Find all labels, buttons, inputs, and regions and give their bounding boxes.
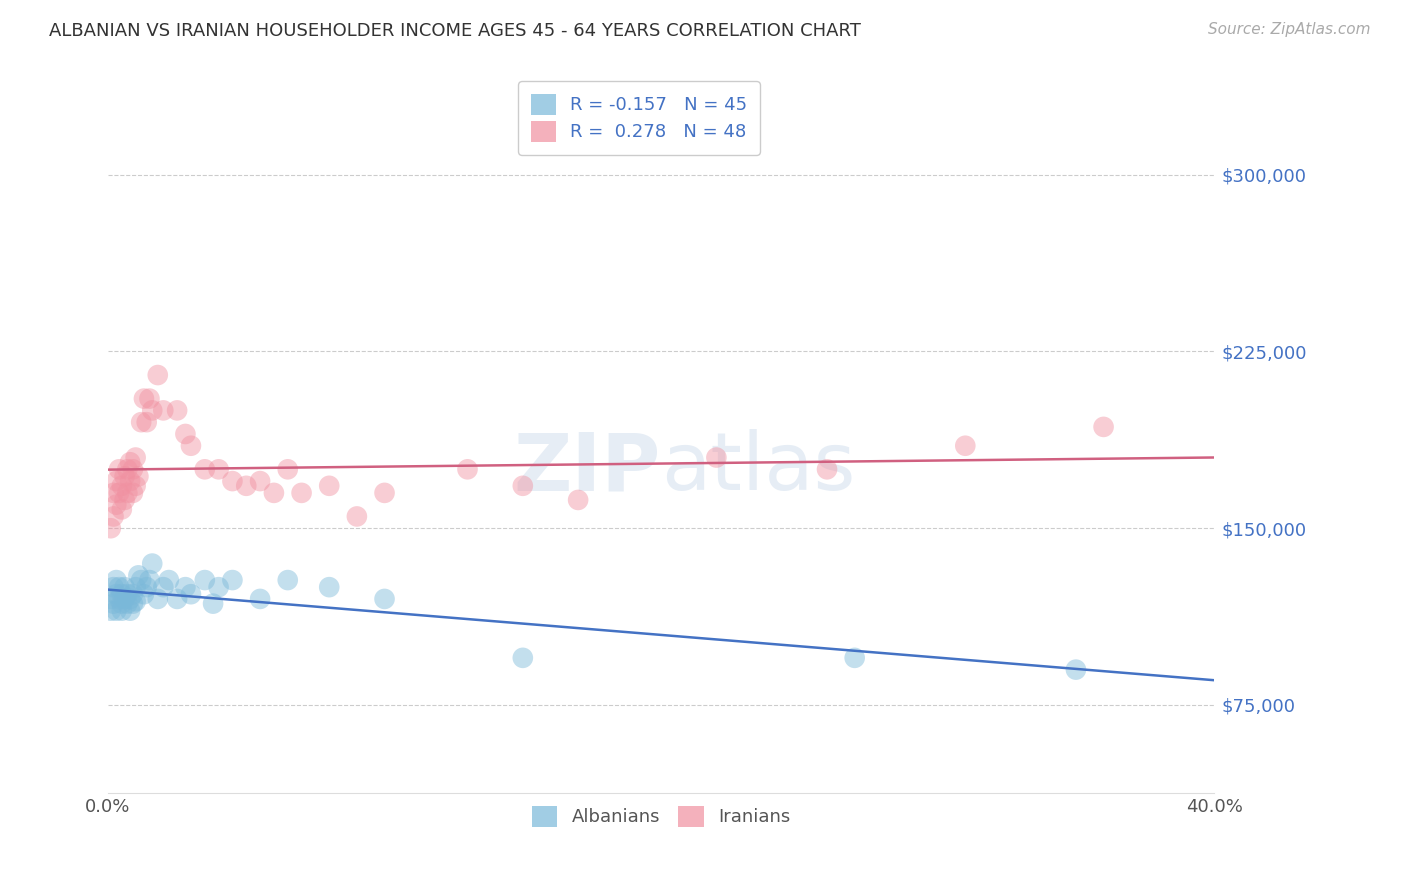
Point [108,580,131,594]
Point [111,502,134,516]
Point [108,486,131,500]
Point [138,392,160,406]
Point [194,462,217,476]
Point [174,427,197,442]
Point [114,580,136,594]
Point [105,604,128,618]
Text: ZIP: ZIP [513,429,661,508]
Point [290,486,312,500]
Point [114,492,136,507]
Point [122,486,145,500]
Point [1092,420,1115,434]
Point [129,415,152,429]
Point [373,591,395,606]
Point [202,597,225,611]
Point [100,591,122,606]
Point [111,604,134,618]
Point [138,573,160,587]
Point [373,486,395,500]
Point [103,486,125,500]
Point [117,486,139,500]
Point [221,573,243,587]
Point [174,580,197,594]
Point [346,509,368,524]
Point [277,573,299,587]
Point [122,597,145,611]
Point [117,587,139,601]
Point [111,587,134,601]
Point [105,474,128,488]
Point [166,403,188,417]
Point [207,580,229,594]
Point [111,597,134,611]
Point [117,597,139,611]
Point [105,573,128,587]
Point [120,474,142,488]
Point [141,403,163,417]
Point [207,462,229,476]
Point [166,591,188,606]
Point [146,368,169,382]
Point [567,492,589,507]
Point [146,591,169,606]
Point [129,573,152,587]
Point [249,474,271,488]
Point [122,587,145,601]
Point [114,469,136,483]
Point [512,650,534,665]
Point [120,604,142,618]
Point [157,573,180,587]
Point [249,591,271,606]
Point [141,557,163,571]
Point [135,415,157,429]
Point [127,568,149,582]
Point [457,462,479,476]
Point [111,479,134,493]
Point [124,594,146,608]
Point [132,392,155,406]
Point [105,498,128,512]
Point [103,597,125,611]
Point [124,450,146,465]
Point [135,580,157,594]
Point [815,462,838,476]
Point [180,587,202,601]
Point [100,604,122,618]
Point [132,587,155,601]
Text: ALBANIAN VS IRANIAN HOUSEHOLDER INCOME AGES 45 - 64 YEARS CORRELATION CHART: ALBANIAN VS IRANIAN HOUSEHOLDER INCOME A… [49,22,860,40]
Point [120,455,142,469]
Point [127,469,149,483]
Point [100,521,122,535]
Point [844,650,866,665]
Legend: Albanians, Iranians: Albanians, Iranians [524,798,797,834]
Point [152,403,174,417]
Point [221,474,243,488]
Point [318,479,340,493]
Point [955,439,977,453]
Point [103,580,125,594]
Point [114,591,136,606]
Point [180,439,202,453]
Point [318,580,340,594]
Text: atlas: atlas [661,429,855,508]
Point [120,591,142,606]
Point [706,450,728,465]
Point [235,479,257,493]
Point [152,580,174,594]
Point [117,462,139,476]
Point [105,587,128,601]
Point [263,486,285,500]
Point [108,591,131,606]
Point [122,462,145,476]
Point [1064,663,1087,677]
Point [277,462,299,476]
Text: Source: ZipAtlas.com: Source: ZipAtlas.com [1208,22,1371,37]
Point [512,479,534,493]
Point [194,573,217,587]
Point [124,479,146,493]
Point [103,509,125,524]
Point [108,462,131,476]
Point [124,580,146,594]
